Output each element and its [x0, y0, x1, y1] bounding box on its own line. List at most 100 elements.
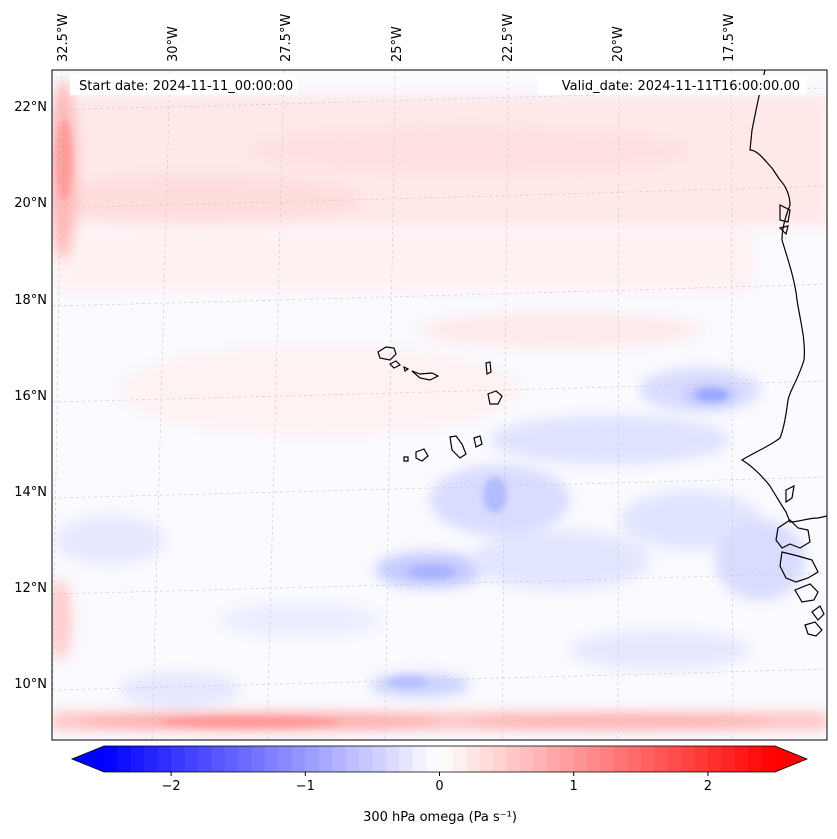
lat-label: 14°N — [14, 485, 47, 500]
colorbar-segment — [224, 746, 239, 772]
colorbar-segment — [721, 746, 736, 772]
colorbar-segment — [466, 746, 481, 772]
colorbar-segment — [681, 746, 696, 772]
colorbar-segment — [412, 746, 427, 772]
lat-label: 18°N — [14, 293, 47, 308]
colorbar-segment — [345, 746, 360, 772]
colorbar-label: 300 hPa omega (Pa s⁻¹) — [363, 810, 517, 825]
cape-verde-islands — [377, 346, 503, 462]
colorbar-segment — [372, 746, 387, 772]
colorbar-segment — [426, 746, 441, 772]
lat-label: 20°N — [14, 196, 47, 211]
colorbar-segment — [479, 746, 494, 772]
colorbar-segment — [748, 746, 763, 772]
graticule — [52, 70, 827, 740]
colorbar-segment — [640, 746, 655, 772]
colorbar-segment — [667, 746, 682, 772]
colorbar-segment — [305, 746, 320, 772]
lon-label: 32.5°W — [56, 14, 71, 62]
lat-label: 12°N — [14, 581, 47, 596]
colorbar-segment — [761, 746, 776, 772]
colorbar-tick-label: 0 — [435, 779, 443, 794]
colorbar-segment — [144, 746, 159, 772]
colorbar-segment — [627, 746, 642, 772]
colorbar-extend-high — [775, 746, 807, 772]
colorbar-segment — [251, 746, 266, 772]
map-panel — [52, 70, 827, 740]
colorbar-segment — [734, 746, 749, 772]
island-brava — [403, 456, 409, 462]
colorbar-extend-low — [72, 746, 104, 772]
colorbar-tick-label: −2 — [162, 779, 181, 794]
colorbar: −2 −1 0 1 2 300 hPa omega (Pa s⁻¹) — [70, 745, 809, 825]
colorbar-segment — [291, 746, 306, 772]
colorbar-segment — [238, 746, 253, 772]
start-date-box — [70, 75, 298, 95]
lon-label: 30°W — [166, 26, 181, 62]
colorbar-segment — [654, 746, 669, 772]
map-frame — [51, 69, 828, 741]
colorbar-segment — [694, 746, 709, 772]
island-santo-antao — [377, 346, 397, 361]
lat-label: 22°N — [14, 100, 47, 115]
colorbar-segment — [332, 746, 347, 772]
island-santa-luzia — [403, 365, 410, 372]
valid-date-label: Valid_date: 2024-11-11T16:00:00.00 — [562, 79, 800, 94]
colorbar-segment — [265, 746, 280, 772]
omega-field-contours — [52, 80, 827, 731]
colorbar-tick-label: −1 — [296, 779, 315, 794]
colorbar-tick-label: 1 — [570, 779, 578, 794]
island-fogo — [415, 448, 429, 462]
colorbar-segment — [506, 746, 521, 772]
valid-date-box — [538, 75, 806, 95]
colorbar-segment — [399, 746, 414, 772]
colorbar-segment — [546, 746, 561, 772]
lon-label: 17.5°W — [722, 14, 737, 62]
colorbar-segments — [104, 746, 776, 772]
colorbar-segment — [613, 746, 628, 772]
island-sao-vicente — [388, 360, 402, 369]
colorbar-segment — [385, 746, 400, 772]
lon-label: 22.5°W — [501, 14, 516, 62]
colorbar-segment — [358, 746, 373, 772]
lat-label: 16°N — [14, 389, 47, 404]
omega-field-cores — [56, 120, 728, 727]
island-santiago — [449, 435, 467, 459]
colorbar-segment — [600, 746, 615, 772]
colorbar-segment — [493, 746, 508, 772]
lon-label: 27.5°W — [279, 14, 294, 62]
island-maio — [473, 435, 483, 448]
start-date-label: Start date: 2024-11-11_00:00:00 — [79, 79, 293, 94]
lon-label: 25°W — [390, 26, 405, 62]
colorbar-segment — [439, 746, 454, 772]
colorbar-segment — [560, 746, 575, 772]
colorbar-segment — [130, 746, 145, 772]
colorbar-segment — [184, 746, 199, 772]
colorbar-segment — [318, 746, 333, 772]
colorbar-segment — [197, 746, 212, 772]
colorbar-segment — [211, 746, 226, 772]
colorbar-tick-label: 2 — [704, 779, 712, 794]
island-boa-vista — [487, 390, 503, 405]
island-sal — [485, 361, 492, 375]
colorbar-segment — [104, 746, 119, 772]
colorbar-segment — [533, 746, 548, 772]
colorbar-segment — [520, 746, 535, 772]
colorbar-segment — [573, 746, 588, 772]
coastline — [740, 70, 827, 637]
lon-label: 20°W — [611, 26, 626, 62]
island-sao-nicolau — [411, 370, 440, 381]
colorbar-segment — [157, 746, 172, 772]
longitude-labels: 32.5°W 30°W 27.5°W 25°W 22.5°W 20°W 17.5… — [56, 14, 737, 62]
latitude-labels: 22°N 20°N 18°N 16°N 14°N 12°N 10°N — [14, 100, 47, 692]
colorbar-segment — [278, 746, 293, 772]
colorbar-segment — [707, 746, 722, 772]
colorbar-segment — [587, 746, 602, 772]
colorbar-segment — [452, 746, 467, 772]
colorbar-segment — [117, 746, 132, 772]
colorbar-outline — [70, 745, 809, 773]
colorbar-ticks: −2 −1 0 1 2 — [162, 772, 712, 794]
colorbar-segment — [171, 746, 186, 772]
lat-label: 10°N — [14, 677, 47, 692]
